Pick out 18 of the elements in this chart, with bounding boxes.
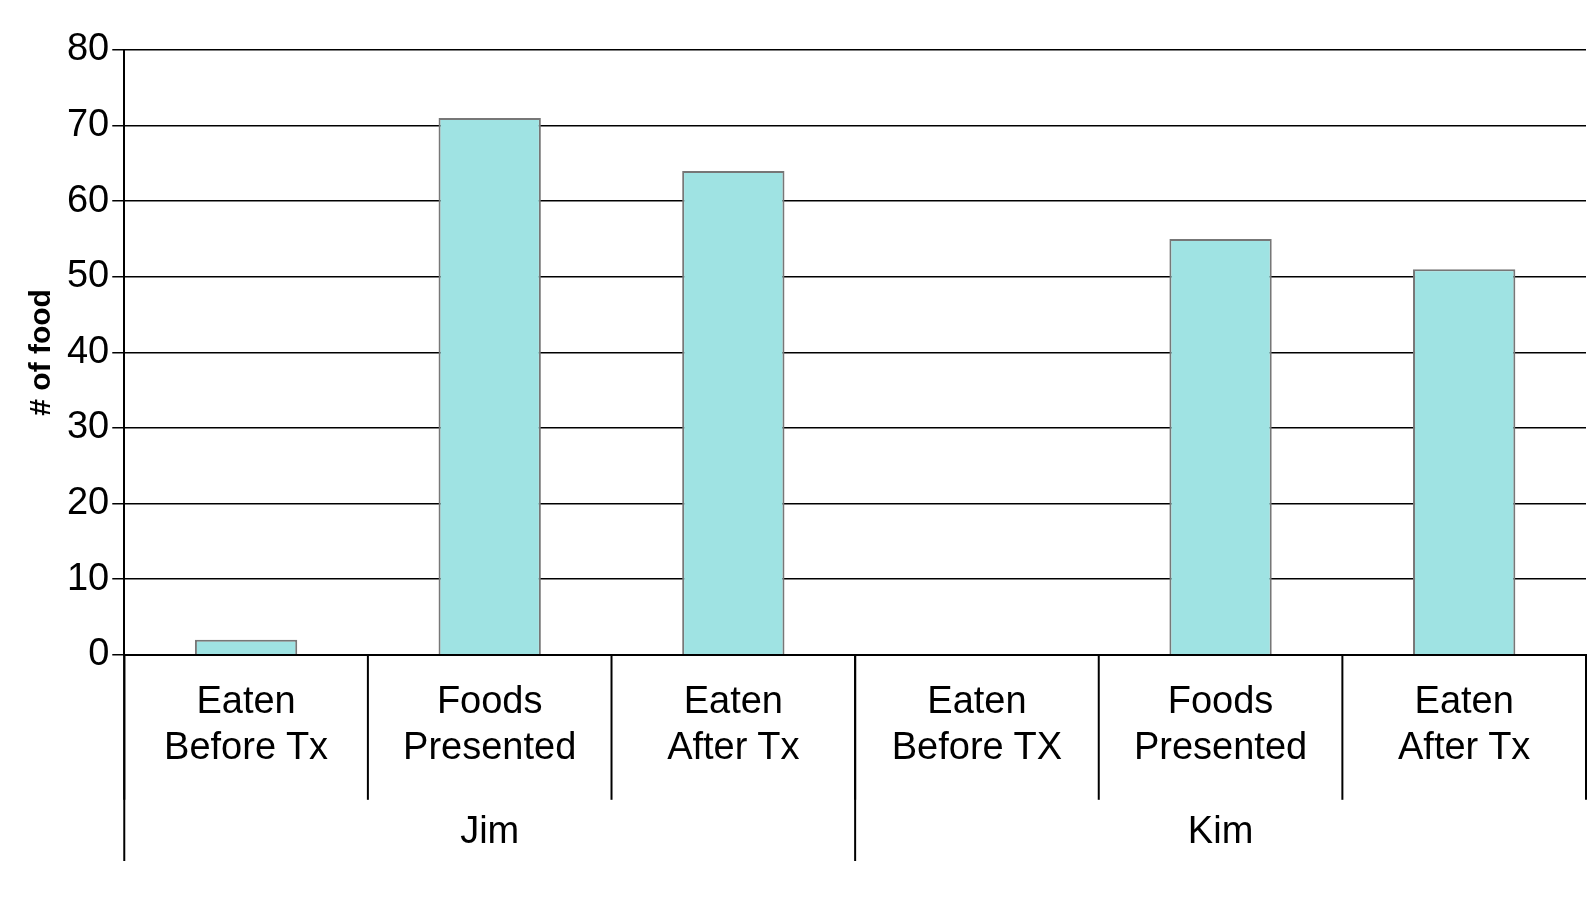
y-tick-label: 20	[66, 480, 110, 523]
y-tick-label: 10	[66, 555, 110, 598]
y-tick-label: 60	[66, 177, 110, 220]
y-tick-label: 30	[66, 404, 110, 447]
y-tick-label: 0	[88, 631, 110, 674]
x-tick-label: Eaten Before Tx	[164, 679, 329, 767]
y-tick-label: 40	[66, 328, 110, 371]
x-tick-label: Eaten After Tx	[667, 679, 800, 767]
x-tick-label: Eaten Before TX	[891, 679, 1063, 767]
y-tick-label: 70	[66, 102, 110, 145]
text: Kim	[1187, 809, 1254, 852]
y-tick-label: 80	[66, 26, 110, 69]
x-tick-label: Foods Presented	[1133, 679, 1308, 767]
y-axis-title: # of food	[23, 289, 57, 416]
y-tick-label: 50	[66, 253, 110, 296]
text: Jim	[460, 809, 520, 852]
x-tick-label: Foods Presented	[403, 679, 577, 767]
x-tick-label: Eaten After Tx	[1398, 679, 1531, 767]
